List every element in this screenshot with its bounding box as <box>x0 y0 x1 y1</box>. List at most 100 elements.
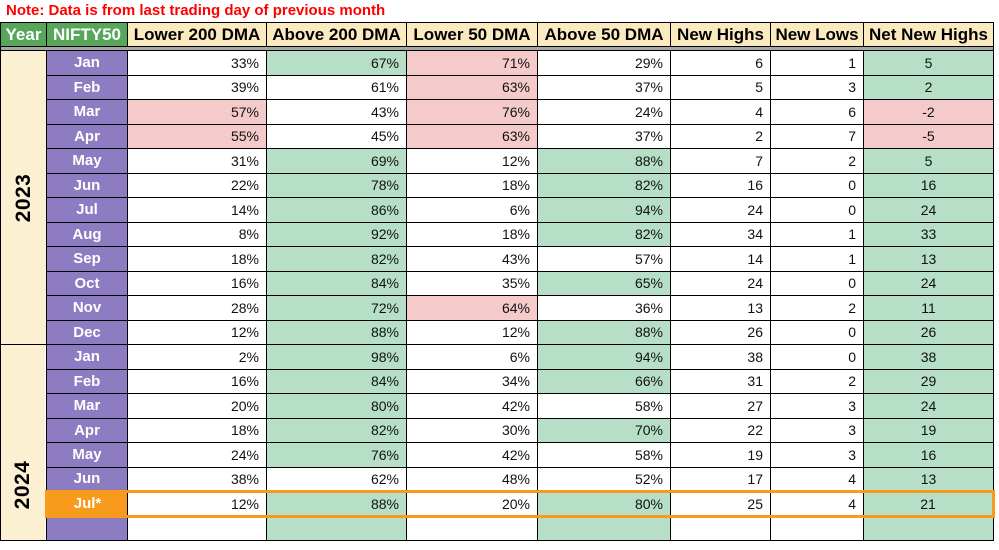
value-cell[interactable]: 92% <box>266 221 407 247</box>
value-cell[interactable]: 98% <box>266 344 407 370</box>
month-cell[interactable]: Jan <box>46 344 128 370</box>
value-cell[interactable]: 84% <box>266 368 407 394</box>
value-cell[interactable]: 82% <box>266 417 407 443</box>
value-cell[interactable] <box>266 515 407 541</box>
value-cell[interactable]: 24 <box>863 270 994 296</box>
header-net-new-highs[interactable]: Net New Highs <box>863 22 994 47</box>
value-cell[interactable]: 14% <box>127 197 267 223</box>
month-cell[interactable]: Jun <box>46 466 128 492</box>
value-cell[interactable]: 11 <box>863 295 994 321</box>
value-cell[interactable]: 33% <box>127 50 267 76</box>
value-cell[interactable]: 88% <box>266 319 407 345</box>
value-cell[interactable]: 70% <box>537 417 671 443</box>
month-cell[interactable]: Oct <box>46 270 128 296</box>
value-cell[interactable]: 8% <box>127 221 267 247</box>
value-cell[interactable]: 2 <box>770 368 864 394</box>
value-cell[interactable]: 42% <box>406 442 538 468</box>
value-cell[interactable] <box>537 515 671 541</box>
value-cell[interactable]: 82% <box>537 172 671 198</box>
value-cell[interactable]: 18% <box>127 417 267 443</box>
month-cell[interactable]: Sep <box>46 246 128 272</box>
value-cell[interactable]: 82% <box>537 221 671 247</box>
header-year[interactable]: Year <box>0 22 47 47</box>
header-new-highs[interactable]: New Highs <box>670 22 771 47</box>
month-cell[interactable] <box>46 515 128 541</box>
value-cell[interactable]: 80% <box>266 393 407 419</box>
value-cell[interactable]: 65% <box>537 270 671 296</box>
value-cell[interactable]: 38% <box>127 466 267 492</box>
value-cell[interactable]: 43% <box>266 99 407 125</box>
value-cell[interactable]: 86% <box>266 197 407 223</box>
value-cell[interactable]: 88% <box>537 319 671 345</box>
value-cell[interactable]: 12% <box>127 319 267 345</box>
value-cell[interactable]: 16 <box>863 442 994 468</box>
year-cell-2024[interactable]: 2024 <box>0 344 47 541</box>
value-cell[interactable]: 24 <box>863 197 994 223</box>
value-cell[interactable]: 13 <box>863 466 994 492</box>
value-cell[interactable]: 30% <box>406 417 538 443</box>
value-cell[interactable]: 3 <box>770 74 864 100</box>
month-cell[interactable]: Apr <box>46 417 128 443</box>
value-cell[interactable]: 38 <box>863 344 994 370</box>
value-cell[interactable]: 16% <box>127 270 267 296</box>
value-cell[interactable]: 7 <box>770 123 864 149</box>
value-cell[interactable]: 0 <box>770 197 864 223</box>
value-cell[interactable]: 12% <box>127 490 267 518</box>
value-cell[interactable]: 48% <box>406 466 538 492</box>
value-cell[interactable]: 94% <box>537 344 671 370</box>
value-cell[interactable]: 13 <box>670 295 771 321</box>
value-cell[interactable]: 2 <box>770 148 864 174</box>
value-cell[interactable]: 84% <box>266 270 407 296</box>
value-cell[interactable]: 24 <box>670 270 771 296</box>
value-cell[interactable]: 19 <box>670 442 771 468</box>
value-cell[interactable]: 18% <box>406 172 538 198</box>
value-cell[interactable]: 58% <box>537 393 671 419</box>
value-cell[interactable]: 4 <box>770 490 864 518</box>
value-cell[interactable]: 3 <box>770 442 864 468</box>
value-cell[interactable]: 5 <box>863 50 994 76</box>
value-cell[interactable]: 78% <box>266 172 407 198</box>
value-cell[interactable]: 14 <box>670 246 771 272</box>
value-cell[interactable]: 22 <box>670 417 771 443</box>
value-cell[interactable]: 62% <box>266 466 407 492</box>
value-cell[interactable]: 16% <box>127 368 267 394</box>
month-cell[interactable]: Feb <box>46 368 128 394</box>
month-cell[interactable]: Nov <box>46 295 128 321</box>
value-cell[interactable]: 18% <box>127 246 267 272</box>
value-cell[interactable]: 35% <box>406 270 538 296</box>
value-cell[interactable]: 7 <box>670 148 771 174</box>
value-cell[interactable]: 16 <box>863 172 994 198</box>
value-cell[interactable]: 80% <box>537 490 671 518</box>
value-cell[interactable]: 63% <box>406 74 538 100</box>
value-cell[interactable]: 24% <box>127 442 267 468</box>
value-cell[interactable]: 67% <box>266 50 407 76</box>
value-cell[interactable]: 16 <box>670 172 771 198</box>
value-cell[interactable]: 4 <box>670 99 771 125</box>
value-cell[interactable]: 22% <box>127 172 267 198</box>
value-cell[interactable]: 76% <box>266 442 407 468</box>
header-lower-200-dma[interactable]: Lower 200 DMA <box>127 22 267 47</box>
value-cell[interactable]: 5 <box>863 148 994 174</box>
value-cell[interactable]: 3 <box>770 417 864 443</box>
value-cell[interactable] <box>863 515 994 541</box>
value-cell[interactable]: 37% <box>537 74 671 100</box>
month-cell[interactable]: Mar <box>46 99 128 125</box>
value-cell[interactable]: 26 <box>670 319 771 345</box>
value-cell[interactable]: 31 <box>670 368 771 394</box>
value-cell[interactable]: 24% <box>537 99 671 125</box>
value-cell[interactable]: 5 <box>670 74 771 100</box>
value-cell[interactable]: 2 <box>770 295 864 321</box>
value-cell[interactable]: 42% <box>406 393 538 419</box>
value-cell[interactable]: 3 <box>770 393 864 419</box>
value-cell[interactable]: 13 <box>863 246 994 272</box>
value-cell[interactable]: 6% <box>406 197 538 223</box>
value-cell[interactable]: 29 <box>863 368 994 394</box>
value-cell[interactable]: 88% <box>537 148 671 174</box>
value-cell[interactable]: 1 <box>770 246 864 272</box>
month-cell[interactable]: Jan <box>46 50 128 76</box>
value-cell[interactable]: 27 <box>670 393 771 419</box>
value-cell[interactable]: 0 <box>770 270 864 296</box>
value-cell[interactable]: 31% <box>127 148 267 174</box>
header-above-50-dma[interactable]: Above 50 DMA <box>537 22 671 47</box>
value-cell[interactable] <box>406 515 538 541</box>
